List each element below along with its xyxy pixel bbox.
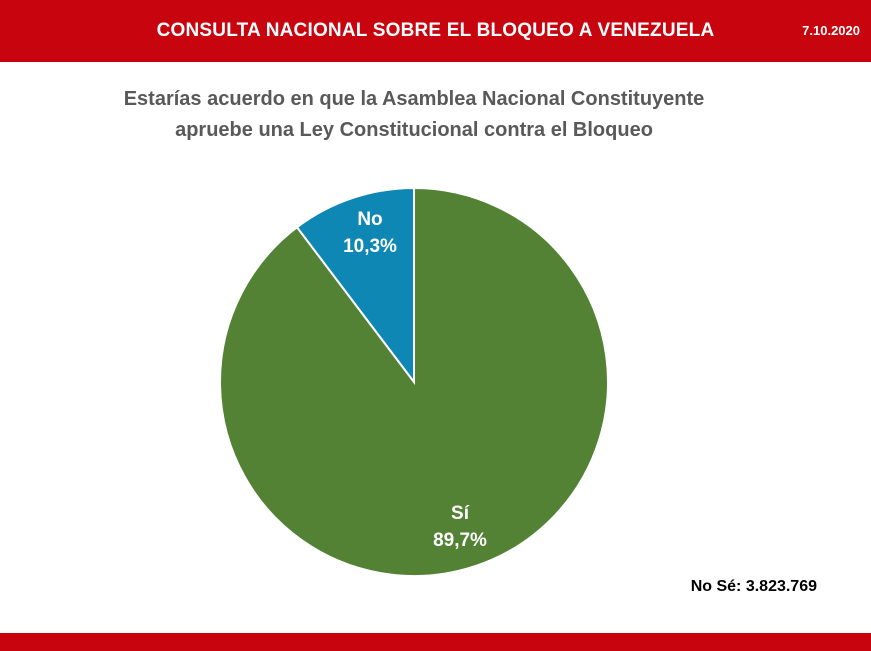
footer-bar <box>0 633 871 651</box>
pie-label-si-name: Sí <box>451 503 469 524</box>
pie-slice-no <box>295 186 415 385</box>
no-se-annotation: No Sé: 3.823.769 <box>690 578 817 595</box>
pie-label-no-value: 10,3% <box>343 236 397 257</box>
question-line-2: apruebe una Ley Constitucional contra el… <box>175 119 653 141</box>
chart-question: Estarías acuerdo en que la Asamblea Naci… <box>0 84 828 146</box>
pie-label-si-value: 89,7% <box>433 530 487 551</box>
header-bar <box>0 0 871 62</box>
header-date: 7.10.2020 <box>802 23 860 38</box>
pie-label-no-name: No <box>357 209 383 230</box>
question-line-1: Estarías acuerdo en que la Asamblea Naci… <box>123 88 705 110</box>
pie-label-si: Sí 89,7% <box>405 500 515 554</box>
header-title: CONSULTA NACIONAL SOBRE EL BLOQUEO A VEN… <box>156 20 715 41</box>
pie-label-no: No 10,3% <box>322 206 418 260</box>
